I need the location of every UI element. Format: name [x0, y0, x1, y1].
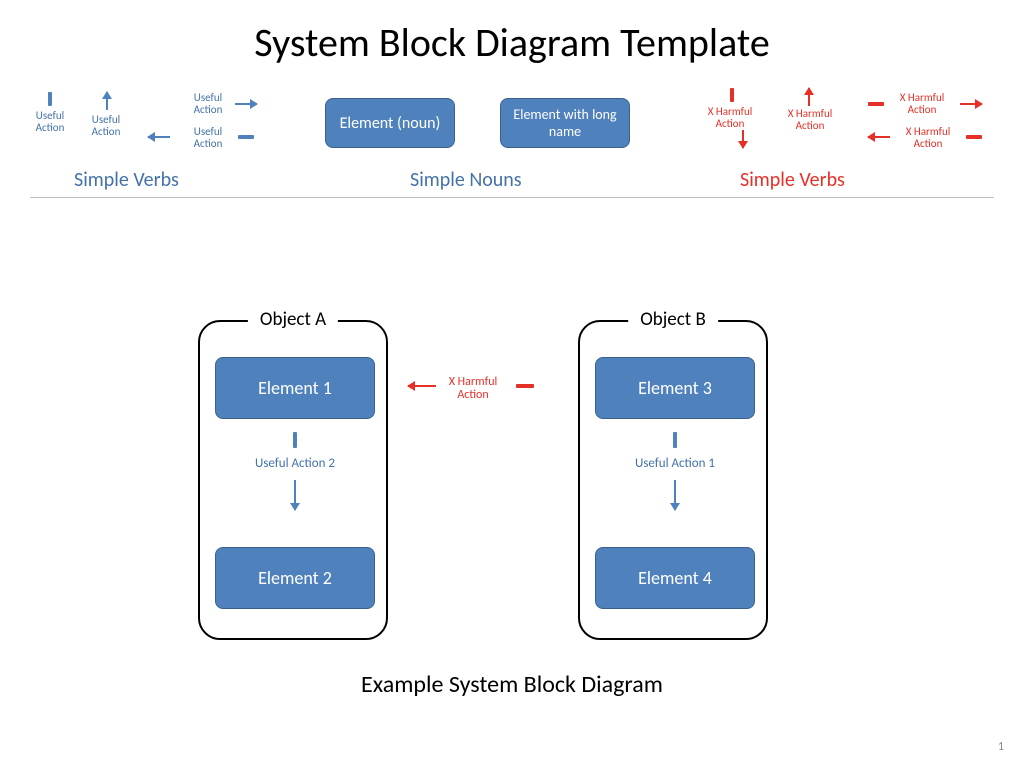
object-b-container: Object B Element 3 Useful Action 1 Eleme…	[578, 320, 768, 640]
element-2-box: Element 2	[215, 547, 375, 609]
object-b-label: Object B	[628, 308, 718, 331]
harmful-stub-h-icon	[868, 102, 884, 106]
element-4-box: Element 4	[595, 547, 755, 609]
harmful-stub-icon	[730, 88, 734, 102]
example-subtitle: Example System Block Diagram	[0, 670, 1024, 699]
object-b-arrow-down-icon	[674, 480, 676, 510]
section-verbs-useful: Simple Verbs	[74, 168, 179, 192]
harmful-label-3: X Harmful Action	[892, 92, 952, 116]
useful-label-1: Useful Action	[30, 110, 70, 134]
harmful-arrow-right-icon	[960, 103, 982, 105]
page-title: System Block Diagram Template	[0, 0, 1024, 67]
element-long-box: Element with long name	[500, 98, 630, 148]
section-verbs-harmful: Simple Verbs	[740, 168, 845, 192]
useful-label-2: Useful Action	[86, 114, 126, 138]
useful-label-3: Useful Action	[188, 92, 228, 116]
harmful-arrow-left-icon	[868, 136, 890, 138]
legend-area: Useful Action Useful Action Useful Actio…	[30, 88, 994, 208]
object-a-label: Object A	[248, 308, 338, 331]
harmful-arrow-up-icon	[808, 88, 810, 106]
legend-row: Useful Action Useful Action Useful Actio…	[30, 88, 994, 168]
object-a-container: Object A Element 1 Useful Action 2 Eleme…	[198, 320, 388, 640]
element-noun-text: Element (noun)	[340, 114, 441, 133]
arrow-right-icon	[235, 103, 257, 105]
arrow-left-icon	[148, 136, 170, 138]
cross-stub-icon	[516, 384, 534, 388]
harmful-stub-h2-icon	[966, 135, 982, 139]
useful-stub-icon	[48, 92, 52, 106]
object-b-action: Useful Action 1	[615, 456, 735, 471]
useful-stub-h-icon	[238, 135, 254, 139]
element-2-text: Element 2	[258, 567, 332, 589]
page-number: 1	[998, 740, 1004, 754]
element-4-text: Element 4	[638, 567, 712, 589]
element-1-box: Element 1	[215, 357, 375, 419]
harmful-label-4: X Harmful Action	[898, 126, 958, 150]
legend-sections: Simple Verbs Simple Nouns Simple Verbs	[30, 168, 994, 198]
harmful-arrow-down-icon	[742, 130, 744, 148]
arrow-up-icon	[106, 92, 108, 110]
cross-action-label: X Harmful Action	[440, 376, 506, 402]
object-a-action: Useful Action 2	[235, 456, 355, 471]
element-3-box: Element 3	[595, 357, 755, 419]
section-nouns: Simple Nouns	[410, 168, 522, 192]
element-long-text: Element with long name	[501, 106, 629, 140]
harmful-label-1: X Harmful Action	[700, 106, 760, 130]
harmful-label-2: X Harmful Action	[780, 108, 840, 132]
object-a-stub-icon	[293, 432, 297, 448]
example-diagram: Object A Element 1 Useful Action 2 Eleme…	[0, 300, 1024, 720]
object-b-stub-icon	[673, 432, 677, 448]
object-a-arrow-down-icon	[294, 480, 296, 510]
element-3-text: Element 3	[638, 377, 712, 399]
element-noun-box: Element (noun)	[325, 98, 455, 148]
element-1-text: Element 1	[258, 377, 332, 399]
useful-label-4: Useful Action	[188, 126, 228, 150]
cross-arrow-left-icon	[408, 385, 436, 387]
